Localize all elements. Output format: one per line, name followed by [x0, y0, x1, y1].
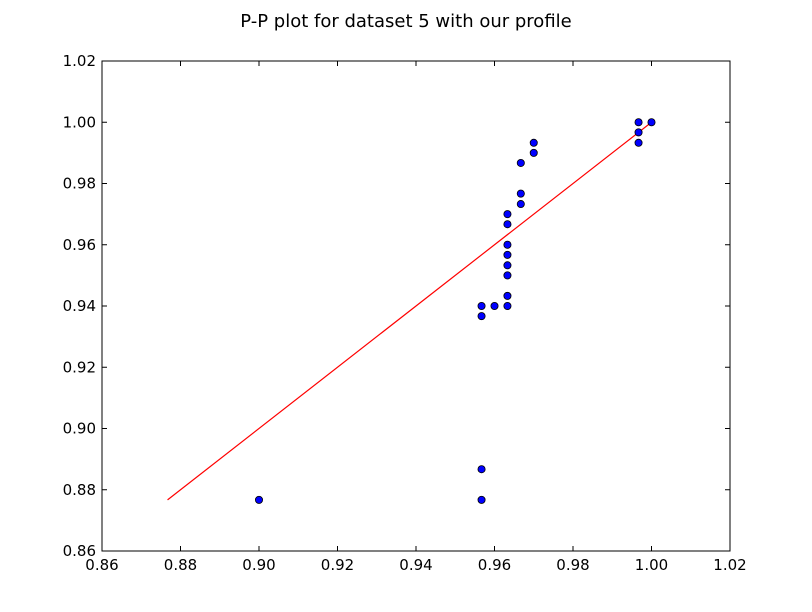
- x-tick-label: 1.00: [635, 556, 668, 574]
- data-point: [529, 138, 538, 147]
- data-point: [503, 261, 512, 270]
- series-layer: [167, 118, 656, 504]
- x-tick-label: 1.02: [713, 556, 746, 574]
- data-point: [647, 118, 656, 127]
- data-point: [503, 210, 512, 219]
- data-point: [634, 128, 643, 137]
- y-tick-label: 0.86: [63, 542, 96, 560]
- y-tick-label: 1.02: [63, 52, 96, 70]
- axes-layer: 0.86 0.88 0.90 0.92 0.94 0.96 0.98 1.00 1.02 0.86…: [63, 52, 747, 574]
- x-tick-label: 0.90: [242, 556, 275, 574]
- data-point: [477, 465, 486, 474]
- x-tick-label: 0.94: [399, 556, 432, 574]
- data-point: [477, 495, 486, 504]
- data-point: [503, 250, 512, 259]
- y-tick-label: 0.92: [63, 358, 96, 376]
- data-point: [503, 240, 512, 249]
- data-point: [503, 291, 512, 300]
- data-point: [503, 271, 512, 280]
- x-tick-label: 0.96: [478, 556, 511, 574]
- x-tick-label: 0.88: [164, 556, 197, 574]
- reference-line: [167, 121, 652, 501]
- data-point: [634, 138, 643, 147]
- data-point: [516, 189, 525, 198]
- data-point: [503, 301, 512, 310]
- data-point: [529, 148, 538, 157]
- chart-title: P-P plot for dataset 5 with our profile: [240, 11, 571, 32]
- y-tick-label: 1.00: [63, 113, 96, 131]
- plot-frame: [101, 60, 731, 552]
- data-point: [477, 312, 486, 321]
- data-point: [516, 158, 525, 167]
- data-point: [503, 220, 512, 229]
- data-point: [477, 301, 486, 310]
- y-tick-label: 0.90: [63, 420, 96, 438]
- y-tick-label: 0.98: [63, 175, 96, 193]
- x-tick-label: 0.92: [321, 556, 354, 574]
- data-point: [254, 495, 263, 504]
- data-point: [634, 118, 643, 127]
- x-tick-label: 0.86: [85, 556, 118, 574]
- y-tick-label: 0.96: [63, 236, 96, 254]
- y-tick-label: 0.88: [63, 481, 96, 499]
- x-tick-label: 0.98: [556, 556, 589, 574]
- data-point: [490, 301, 499, 310]
- y-tick-label: 0.94: [63, 297, 96, 315]
- data-point: [516, 200, 525, 209]
